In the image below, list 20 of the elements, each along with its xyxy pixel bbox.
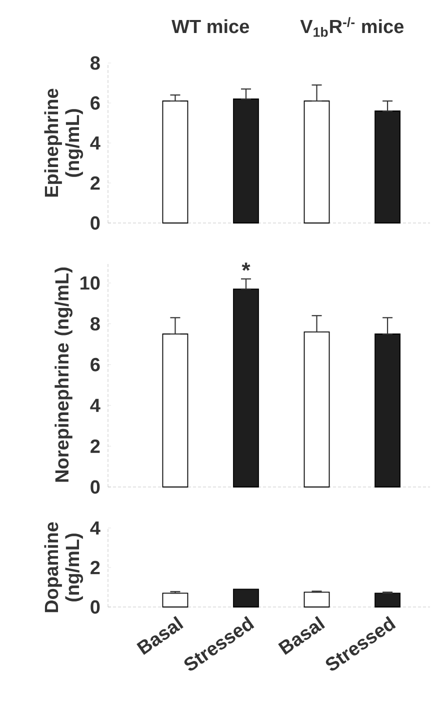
y-tick-label: 8 (90, 317, 100, 331)
annotation: * (242, 262, 250, 271)
y-axis-title: Dopamine (ng/mL) (44, 522, 84, 612)
y-tick-label: 4 (90, 398, 100, 412)
y-tick-label: 4 (90, 521, 100, 535)
y-tick-label: 8 (90, 56, 100, 70)
y-axis-title: Epinephrine (ng/mL) (44, 88, 84, 197)
y-tick-label: 2 (90, 560, 100, 574)
y-tick-label: 10 (80, 276, 100, 290)
y-tick-label: 6 (90, 96, 100, 110)
y-tick-label: 0 (90, 216, 100, 230)
y-axis-title: Norepinephrine (ng/mL) (54, 268, 72, 482)
y-tick-label: 4 (90, 136, 100, 150)
y-tick-label: 0 (90, 480, 100, 494)
text: V$_{1b}$R$^{-/-}$ mice (300, 17, 404, 37)
y-tick-label: 2 (90, 176, 100, 190)
y-tick-label: 6 (90, 358, 100, 372)
y-tick-label: 2 (90, 440, 100, 453)
y-tick-label: 0 (90, 600, 100, 614)
text: WT mice (172, 19, 250, 34)
